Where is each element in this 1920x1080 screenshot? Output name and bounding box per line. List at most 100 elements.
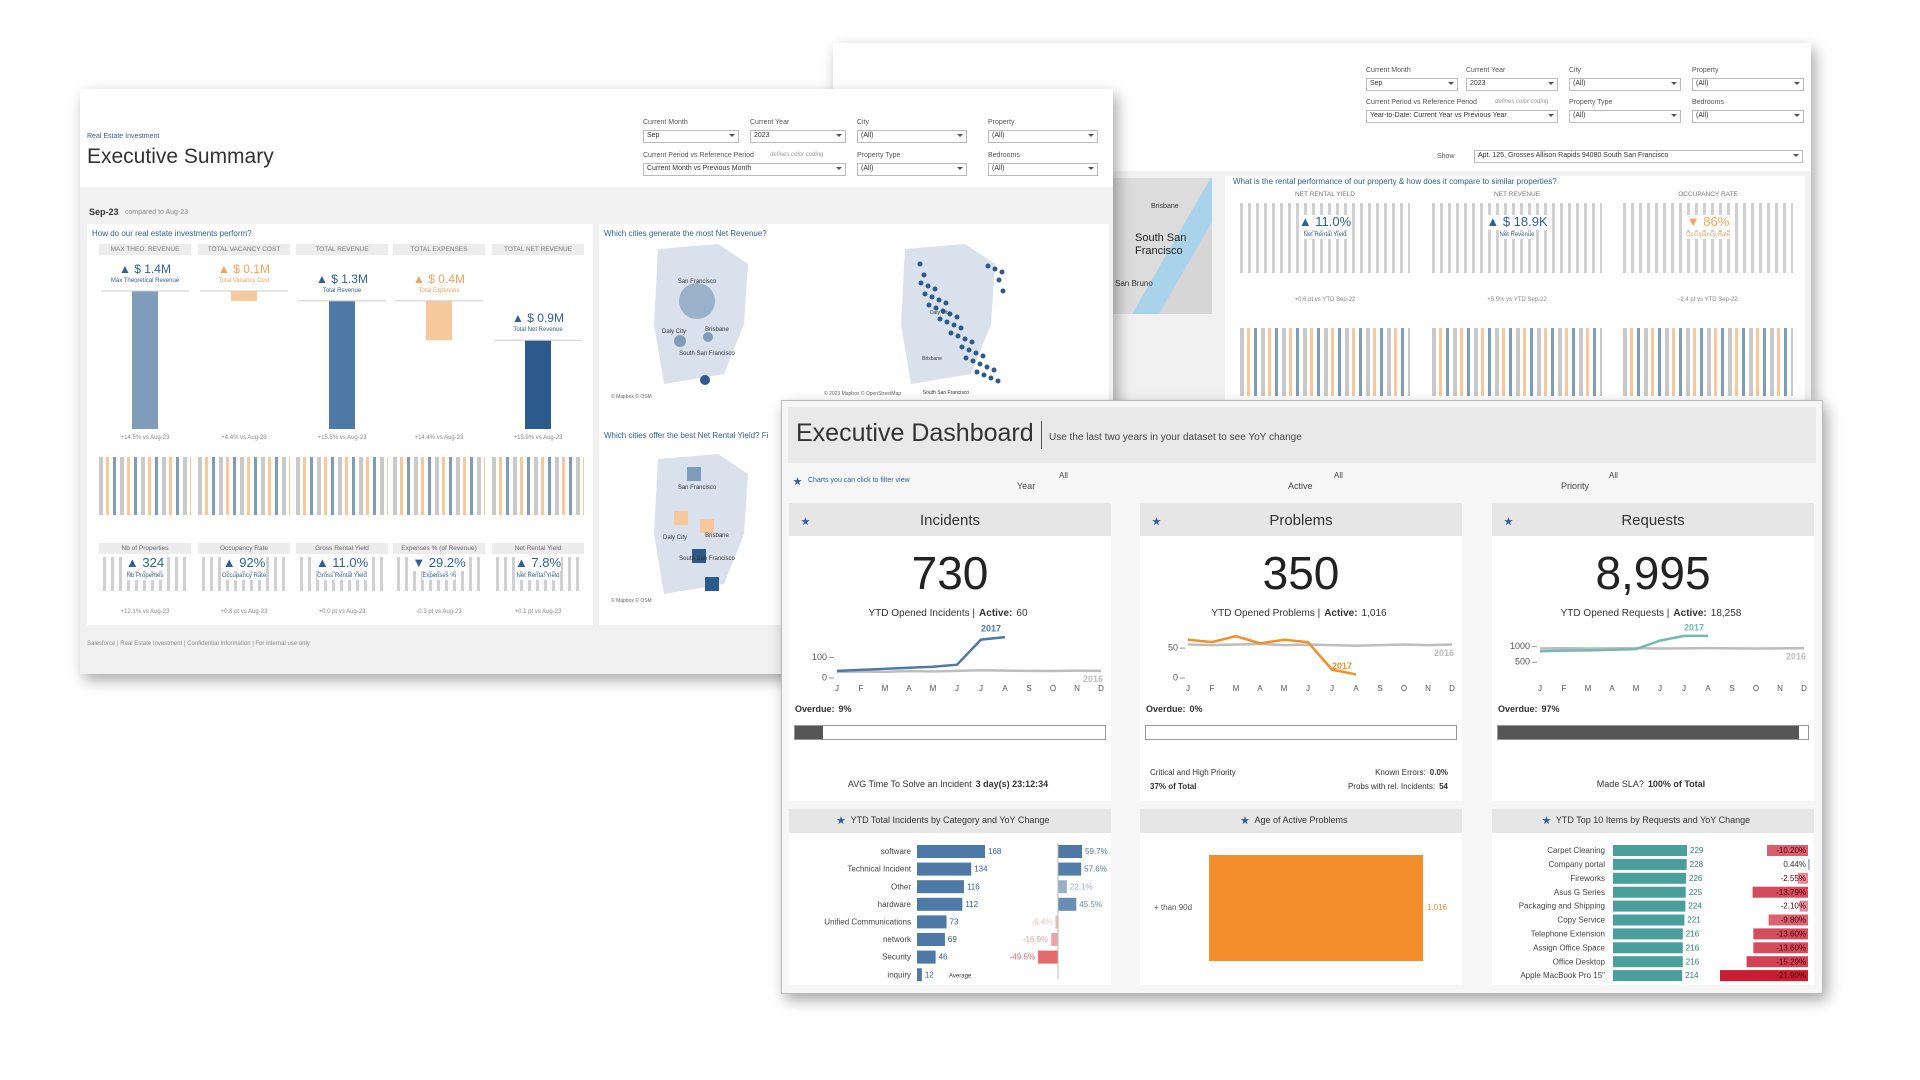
bar <box>917 933 945 946</box>
column-header: TOTAL EXPENSES <box>410 246 468 253</box>
filter-dropdown[interactable]: (All) <box>1569 110 1681 123</box>
month-label: O <box>1753 684 1759 693</box>
series-line <box>836 635 1006 673</box>
map-label: San Francisco <box>677 485 717 491</box>
yoy-bar <box>1058 845 1082 858</box>
month-label: J <box>1186 684 1190 693</box>
overdue-value: 97% <box>1541 704 1560 714</box>
month-label: N <box>1074 684 1080 693</box>
dot <box>992 266 998 272</box>
dot <box>943 300 949 306</box>
kpi-value: ▲ 11.0% <box>315 555 369 571</box>
filter-dropdown[interactable]: (All) <box>1692 110 1804 123</box>
bar <box>1613 872 1687 884</box>
filter-value[interactable]: All <box>1059 471 1068 480</box>
filter-dropdown[interactable]: 2023 <box>750 130 846 143</box>
value-label: 46 <box>939 953 948 962</box>
filter-value[interactable]: All <box>1334 471 1343 480</box>
filter-label: Property Type <box>857 152 901 159</box>
category-label: + than 90d <box>1154 903 1192 912</box>
filter-label: Current Month <box>1366 67 1411 74</box>
filter-dropdown[interactable]: (All) <box>857 130 967 143</box>
kpi-header: Gross Rental Yield <box>315 545 369 552</box>
yoy-label: -2.10% <box>1781 902 1806 911</box>
filter-dropdown[interactable]: Sep <box>643 130 739 143</box>
sla: Made SLA? 100% of Total <box>1597 779 1709 789</box>
filter-label: Current Month <box>643 119 688 126</box>
month-label: N <box>1777 684 1783 693</box>
filter-dropdown[interactable]: Year-to-Date: Current Year vs Previous Y… <box>1366 110 1558 123</box>
bar-label: Total Revenue <box>322 287 362 294</box>
card-header <box>1140 809 1462 833</box>
yoy-bar <box>1058 862 1082 876</box>
filter-label: Current Year <box>1466 67 1506 74</box>
dot <box>936 297 942 303</box>
show-dropdown[interactable]: Apt. 125, Grosses Allison Rapids 94080 S… <box>1474 150 1803 163</box>
kpi-header-bg <box>198 543 290 554</box>
yoy-bar <box>1797 872 1808 884</box>
column-header-bg <box>99 244 191 255</box>
kpi-header: Nb of Properties <box>121 545 169 552</box>
yoy-bar <box>1767 845 1808 856</box>
map-label: South San Francisco <box>922 390 970 396</box>
value-label: 216 <box>1686 930 1700 939</box>
month-label: F <box>1562 684 1567 693</box>
filter-dropdown[interactable]: Sep <box>1366 78 1458 91</box>
divider <box>1041 421 1042 449</box>
dot <box>985 263 991 269</box>
category-label: Telephone Extension <box>1531 930 1605 939</box>
yoy-label: -10.20% <box>1776 846 1806 855</box>
filter-dropdown[interactable]: (All) <box>988 163 1098 176</box>
filter-value: (All) <box>861 132 874 139</box>
bar <box>1613 942 1683 954</box>
kpi-header: Occupancy Rate <box>219 545 269 552</box>
value-label: ▲ $ 1.4M <box>119 262 171 276</box>
dot <box>925 283 931 289</box>
kpi-card: Incidents 730 YTD Opened Incidents | Active… <box>789 503 1111 801</box>
sparkbars <box>198 457 290 515</box>
filter-dropdown[interactable]: (All) <box>1692 78 1804 91</box>
month-label: M <box>930 684 937 693</box>
kpi-card: Problems 350 YTD Opened Problems | Active: 1… <box>1140 503 1462 801</box>
map-label: Daly City <box>929 310 951 316</box>
column-header-bg <box>492 244 584 255</box>
trend-bars <box>1240 328 1410 396</box>
filter-dropdown[interactable]: (All) <box>857 163 967 176</box>
month-label: J <box>1306 684 1310 693</box>
category-label: Fireworks <box>1570 874 1605 883</box>
question: Which cities offer the best Net Rental Y… <box>604 431 769 440</box>
filter-value: Current Month vs Previous Month <box>647 165 752 172</box>
category-label: Packaging and Shipping <box>1519 902 1605 911</box>
filter-value[interactable]: All <box>1609 471 1618 480</box>
filter-dropdown[interactable]: (All) <box>1569 78 1681 91</box>
kpi-header: NET REVENUE <box>1493 191 1541 198</box>
dot <box>991 367 997 373</box>
overdue-label: Overdue: <box>1498 704 1538 714</box>
series-label: 2017 <box>1684 622 1704 632</box>
show-value: Apt. 125, Grosses Allison Rapids 94080 S… <box>1478 152 1669 159</box>
count: 730 <box>911 547 989 599</box>
bar <box>1613 845 1687 856</box>
count: 8,995 <box>1595 547 1711 599</box>
dot <box>996 277 1002 283</box>
sparkbars <box>492 457 584 515</box>
category-label: network <box>883 935 912 944</box>
yoy-bar <box>1753 942 1808 954</box>
value-label: ▲ $ 0.1M <box>218 262 270 276</box>
filter-value: Year-to-Date: Current Year vs Previous Y… <box>1370 112 1507 119</box>
filter-dropdown[interactable]: (All) <box>988 130 1098 143</box>
filter-value: (All) <box>992 165 1005 172</box>
month-label: A <box>1609 684 1615 693</box>
yoy-bar <box>1768 914 1808 926</box>
waterfall-bar <box>426 300 452 341</box>
kpi-delta: -0.3 pt vs Aug-23 <box>416 609 462 615</box>
bar-label: Total Vacancy Cost <box>218 278 270 284</box>
overdue-label: Overdue: <box>795 704 835 714</box>
filter-dropdown[interactable]: 2023 <box>1466 78 1558 91</box>
priority-label: Critical and High Priority <box>1150 768 1236 777</box>
filter-dropdown[interactable]: Current Month vs Previous Month <box>643 163 846 176</box>
bar <box>917 897 963 911</box>
yoy-label: -21.90% <box>1776 971 1806 980</box>
y-tick-label: 0 <box>1173 672 1178 682</box>
filter-value: (All) <box>1573 80 1586 87</box>
